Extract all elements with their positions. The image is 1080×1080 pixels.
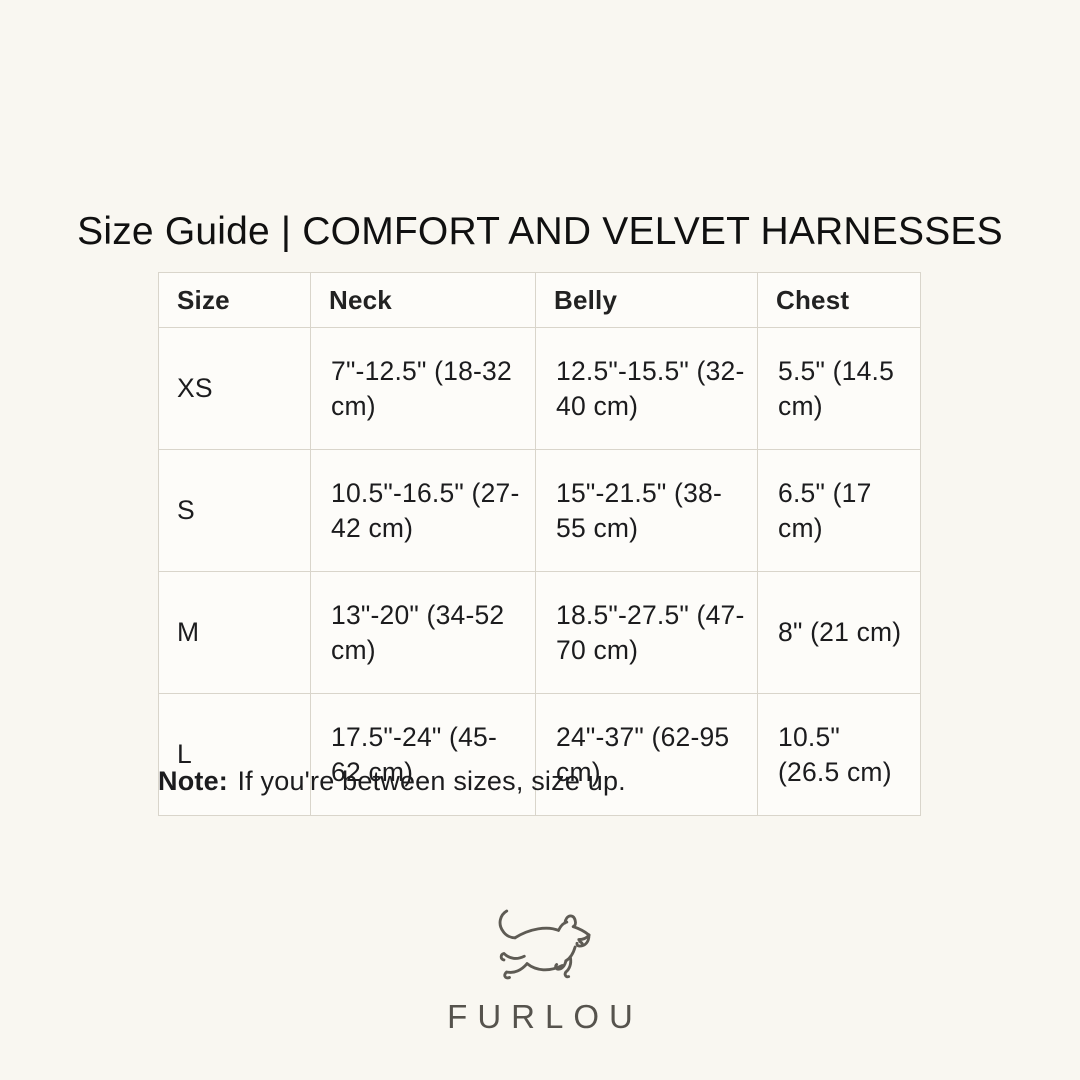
brand-name: FURLOU [447, 998, 643, 1035]
table-row: XS 7"-12.5" (18-32 cm) 12.5"-15.5" (32-4… [158, 327, 921, 450]
page-title: Size Guide | COMFORT AND VELVET HARNESSE… [77, 210, 1003, 253]
note-text: If you're between sizes, size up. [237, 766, 626, 796]
brand-logo: FURLOU [0, 902, 1080, 1036]
neck-value: 7"-12.5" (18-32 cm) [310, 327, 536, 450]
jumping-dog-icon [498, 909, 591, 980]
chest-value: 8" (21 cm) [757, 571, 921, 694]
size-value: XS [158, 327, 311, 450]
table-row: M 13"-20" (34-52 cm) 18.5"-27.5" (47-70 … [158, 571, 921, 694]
neck-value: 13"-20" (34-52 cm) [310, 571, 536, 694]
size-value: L [158, 693, 311, 816]
note-label: Note: [158, 766, 228, 796]
column-header-size: Size [158, 272, 311, 328]
chest-value: 5.5" (14.5 cm) [757, 327, 921, 450]
chest-value: 10.5" (26.5 cm) [757, 693, 921, 816]
table-header-row: Size Neck Belly Chest [158, 272, 921, 328]
size-value: M [158, 571, 311, 694]
chest-value: 6.5" (17 cm) [757, 449, 921, 572]
column-header-chest: Chest [757, 272, 921, 328]
column-header-belly: Belly [535, 272, 758, 328]
belly-value: 15"-21.5" (38-55 cm) [535, 449, 758, 572]
column-header-neck: Neck [310, 272, 536, 328]
belly-value: 24"-37" (62-95 cm) [535, 693, 758, 816]
table-row: S 10.5"-16.5" (27-42 cm) 15"-21.5" (38-5… [158, 449, 921, 572]
neck-value: 10.5"-16.5" (27-42 cm) [310, 449, 536, 572]
sizing-note: Note: If you're between sizes, size up. [158, 766, 626, 797]
size-guide-table: Size Neck Belly Chest XS 7"-12.5" (18-32… [158, 272, 921, 816]
belly-value: 18.5"-27.5" (47-70 cm) [535, 571, 758, 694]
neck-value: 17.5"-24" (45-62 cm) [310, 693, 536, 816]
table-row: L 17.5"-24" (45-62 cm) 24"-37" (62-95 cm… [158, 693, 921, 816]
belly-value: 12.5"-15.5" (32-40 cm) [535, 327, 758, 450]
size-value: S [158, 449, 311, 572]
